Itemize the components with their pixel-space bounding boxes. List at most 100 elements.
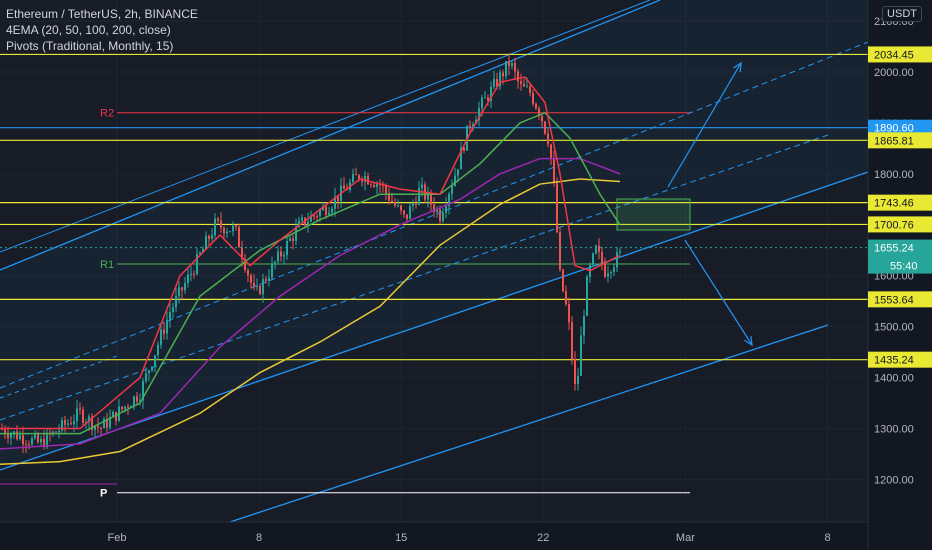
candle-body (112, 411, 114, 418)
channel-median-line[interactable] (0, 41, 869, 389)
target-zone-box[interactable] (616, 198, 691, 231)
candle-body (109, 417, 111, 428)
candle-body (490, 86, 492, 102)
candle-body (331, 208, 333, 213)
up-arrow-head (733, 61, 742, 73)
candle-body (598, 245, 600, 252)
pivots-indicator-label[interactable]: Pivots (Traditional, Monthly, 15) (6, 39, 174, 53)
level-badge-label: 1890.60 (874, 123, 914, 135)
candle-body (295, 227, 297, 241)
candle-body (160, 329, 162, 345)
price-axis[interactable] (868, 0, 932, 550)
candle-body (175, 296, 177, 308)
candle-body (523, 83, 525, 87)
candle-body (511, 62, 513, 67)
candle-body (31, 438, 33, 445)
pivot-label-r2: R2 (100, 108, 114, 120)
pivot-label-r1: R1 (100, 259, 114, 271)
candle-body (376, 183, 378, 187)
candle-body (124, 406, 126, 410)
candle-body (97, 425, 99, 428)
candle-body (517, 71, 519, 82)
candle-body (499, 72, 501, 87)
candle-body (487, 97, 489, 102)
level-badge[interactable] (868, 291, 932, 308)
up-arrow[interactable] (667, 62, 742, 188)
candle-body (151, 366, 153, 371)
candle-body (163, 329, 165, 334)
price-tick-label: 1600.00 (874, 271, 914, 283)
candle-body (556, 183, 558, 233)
candle-body (289, 238, 291, 241)
level-badge[interactable] (868, 216, 932, 233)
candle-body (4, 429, 6, 435)
ema-indicator-label[interactable]: 4EMA (20, 50, 100, 200, close) (6, 23, 171, 37)
candle-body (574, 359, 576, 384)
candle-body (310, 215, 312, 222)
candle-body (214, 218, 216, 235)
candle-body (19, 435, 21, 440)
candle-body (445, 205, 447, 213)
candle-body (88, 416, 90, 423)
candle-body (433, 204, 435, 213)
level-badge[interactable] (868, 351, 932, 368)
down-arrow[interactable] (684, 239, 753, 346)
candle-body (604, 264, 606, 277)
time-tick-label: 8 (824, 532, 830, 544)
candle-body (397, 205, 399, 207)
level-badge[interactable] (868, 119, 932, 136)
candle-body (355, 174, 357, 176)
candle-body (367, 175, 369, 185)
channel-quarter-line[interactable] (0, 134, 829, 421)
candle-body (334, 196, 336, 209)
candle-body (148, 370, 150, 374)
candle-body (121, 406, 123, 410)
time-tick-label: Feb (108, 532, 127, 544)
candle-body (409, 206, 411, 219)
level-badge-label: 1700.76 (874, 219, 914, 231)
candle-body (337, 196, 339, 202)
level-badge[interactable] (868, 194, 932, 211)
candle-body (370, 184, 372, 186)
candle-body (100, 427, 102, 429)
candle-body (187, 274, 189, 284)
candle-body (559, 232, 561, 270)
candle-body (142, 381, 144, 401)
candle-body (7, 434, 9, 439)
candle-body (568, 304, 570, 323)
candle-body (394, 201, 396, 206)
symbol-title[interactable]: Ethereum / TetherUS, 2h, BINANCE (6, 7, 198, 21)
currency-badge[interactable]: USDT (882, 6, 922, 22)
candle-body (319, 210, 321, 217)
candle-body (268, 277, 270, 281)
price-tick-label: 1400.00 (874, 373, 914, 385)
price-tick-label: 1800.00 (874, 169, 914, 181)
candle-body (529, 86, 531, 93)
channel-upper-line-2[interactable] (0, 0, 651, 253)
candle-body (421, 184, 423, 189)
price-tick-label: 1500.00 (874, 322, 914, 334)
candle-body (520, 81, 522, 84)
candle-body (493, 79, 495, 87)
candle-body (40, 438, 42, 443)
candle-body (271, 263, 273, 278)
candle-body (211, 234, 213, 239)
candle-body (25, 444, 27, 446)
candle-body (577, 375, 579, 384)
last-price-badge[interactable] (868, 239, 932, 274)
level-badge[interactable] (868, 132, 932, 149)
level-badge[interactable] (868, 46, 932, 63)
candle-body (484, 97, 486, 99)
candle-body (550, 144, 552, 160)
candle-body (145, 373, 147, 382)
candle-body (178, 287, 180, 297)
candle-body (406, 214, 408, 219)
countdown-label: 55:40 (890, 261, 918, 273)
candle-body (220, 220, 222, 228)
channel-lower-line[interactable] (0, 171, 869, 471)
channel-bottom-line[interactable] (229, 324, 829, 523)
candle-body (70, 423, 72, 425)
candle-body (226, 231, 228, 234)
candle-body (190, 273, 192, 275)
